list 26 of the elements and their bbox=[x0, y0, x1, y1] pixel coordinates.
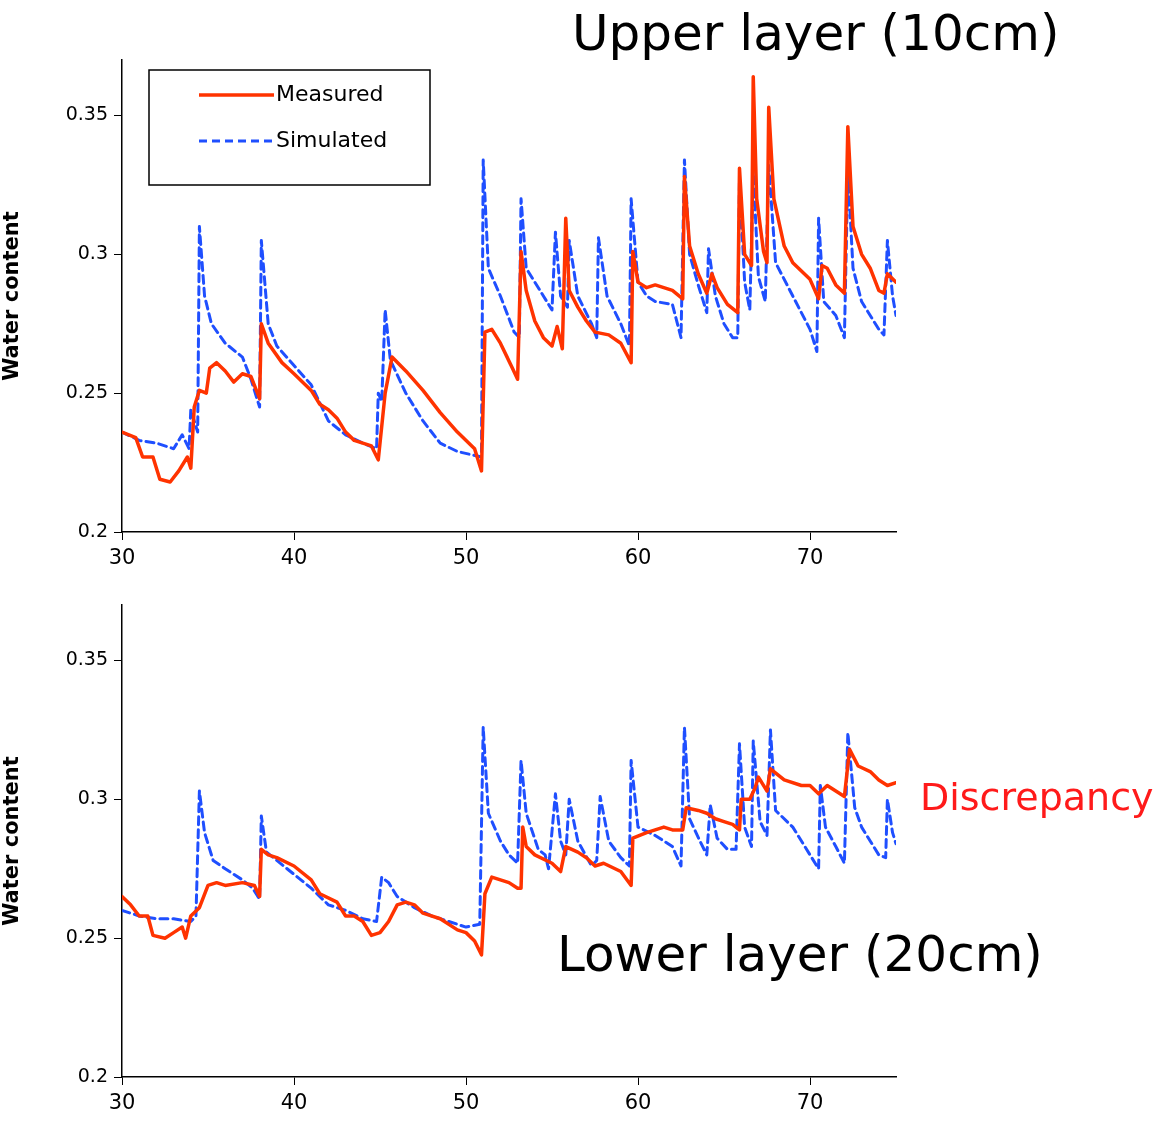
y-tick-label: 0.2 bbox=[77, 1063, 108, 1086]
chart-title: Upper layer (10cm) bbox=[572, 4, 1060, 62]
x-tick-label: 30 bbox=[108, 1090, 136, 1115]
x-tick-label: 50 bbox=[452, 1090, 480, 1115]
y-tick-label: 0.3 bbox=[77, 786, 108, 809]
x-tick-label: 30 bbox=[108, 545, 136, 570]
y-axis-title: Water content bbox=[0, 756, 24, 926]
y-tick-label: 0.3 bbox=[77, 241, 108, 264]
y-tick-label: 0.25 bbox=[65, 380, 108, 403]
y-tick-label: 0.25 bbox=[65, 925, 108, 948]
x-tick-label: 60 bbox=[624, 545, 652, 570]
x-tick-label: 60 bbox=[624, 1090, 652, 1115]
y-tick-label: 0.2 bbox=[77, 518, 108, 541]
x-tick-label: 70 bbox=[796, 1090, 824, 1115]
x-tick-label: 70 bbox=[796, 545, 824, 570]
y-axis-title: Water content bbox=[0, 211, 24, 381]
legend-label: Simulated bbox=[276, 126, 388, 152]
x-tick-label: 50 bbox=[452, 545, 480, 570]
y-tick-label: 0.35 bbox=[65, 102, 108, 125]
line-series bbox=[122, 725, 896, 929]
x-tick-label: 40 bbox=[280, 1090, 308, 1115]
y-tick-label: 0.35 bbox=[65, 647, 108, 670]
x-tick-label: 40 bbox=[280, 545, 308, 570]
text: Lower layer (20cm) bbox=[557, 925, 1043, 983]
legend-label: Measured bbox=[276, 80, 384, 106]
text: Discrepancy bbox=[920, 775, 1154, 819]
